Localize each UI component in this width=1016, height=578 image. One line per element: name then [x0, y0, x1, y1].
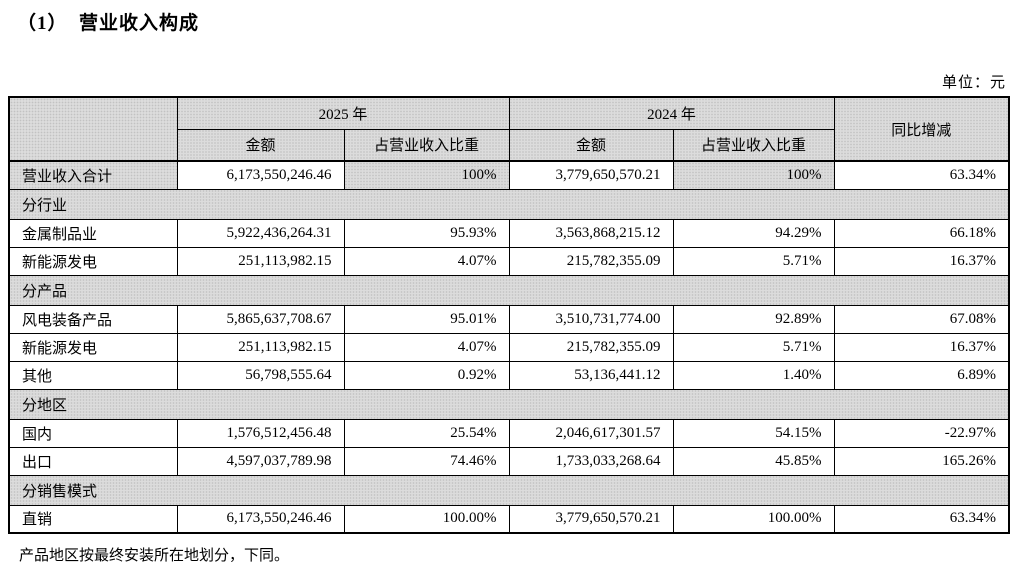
amount-2025: 56,798,555.64	[176, 360, 345, 390]
row-label: 出口	[8, 446, 178, 476]
yoy-header: 同比增减	[833, 96, 1010, 162]
yoy-change: 66.18%	[833, 218, 1010, 248]
ratio-2024: 5.71%	[672, 246, 835, 276]
yoy-change: 67.08%	[833, 304, 1010, 334]
amount-2024: 3,510,731,774.00	[508, 304, 674, 334]
ratio-2025: 95.93%	[343, 218, 510, 248]
table-row: 国内 1,576,512,456.48 25.54% 2,046,617,301.57…	[8, 418, 1010, 448]
section-label: 分产品	[8, 274, 1010, 306]
section-row: 分行业	[8, 188, 1010, 220]
row-label: 金属制品业	[8, 218, 178, 248]
row-label: 国内	[8, 418, 178, 448]
table-row: 出口 4,597,037,789.98 74.46% 1,733,033,268.64…	[8, 446, 1010, 476]
amount-2025: 251,113,982.15	[176, 332, 345, 362]
header-row-years: 2025 年 2024 年 同比增减	[8, 96, 1010, 162]
ratio-2024: 54.15%	[672, 418, 835, 448]
yoy-change: 165.26%	[833, 446, 1010, 476]
yoy-change: 63.34%	[833, 160, 1010, 190]
section-label: 分销售模式	[8, 474, 1010, 506]
amount-2025: 251,113,982.15	[176, 246, 345, 276]
ratio-2025-header: 占营业收入比重	[343, 128, 510, 162]
amount-2024: 3,779,650,570.21	[508, 504, 674, 534]
section-row: 分产品	[8, 274, 1010, 306]
ratio-2025: 25.54%	[343, 418, 510, 448]
section-label: 分行业	[8, 188, 1010, 220]
ratio-2024: 5.71%	[672, 332, 835, 362]
section-label: 分地区	[8, 388, 1010, 420]
amount-2025: 5,922,436,264.31	[176, 218, 345, 248]
amount-2024: 53,136,441.12	[508, 360, 674, 390]
amount-2025: 5,865,637,708.67	[176, 304, 345, 334]
amount-2025: 1,576,512,456.48	[176, 418, 345, 448]
corner-empty-cell	[8, 96, 178, 162]
ratio-2025: 100%	[343, 160, 510, 190]
amount-2024: 215,782,355.09	[508, 332, 674, 362]
table-row: 金属制品业 5,922,436,264.31 95.93% 3,563,868,215…	[8, 218, 1010, 248]
table-row: 新能源发电 251,113,982.15 4.07% 215,782,355.09 5.…	[8, 332, 1010, 362]
yoy-change: -22.97%	[833, 418, 1010, 448]
row-label: 新能源发电	[8, 246, 178, 276]
ratio-2024: 100%	[672, 160, 835, 190]
amount-2024-header: 金额	[508, 128, 674, 162]
ratio-2024: 100.00%	[672, 504, 835, 534]
amount-2025: 6,173,550,246.46	[176, 504, 345, 534]
ratio-2025: 0.92%	[343, 360, 510, 390]
row-label: 新能源发电	[8, 332, 178, 362]
table-row: 风电装备产品 5,865,637,708.67 95.01% 3,510,731,77…	[8, 304, 1010, 334]
footnote: 产品地区按最终安装所在地划分，下同。	[19, 548, 290, 564]
ratio-2024: 92.89%	[672, 304, 835, 334]
ratio-2025: 95.01%	[343, 304, 510, 334]
amount-2025: 4,597,037,789.98	[176, 446, 345, 476]
yoy-change: 63.34%	[833, 504, 1010, 534]
amount-2024: 3,563,868,215.12	[508, 218, 674, 248]
yoy-change: 6.89%	[833, 360, 1010, 390]
page-title: （1） 营业收入构成	[17, 13, 200, 34]
amount-2024: 215,782,355.09	[508, 246, 674, 276]
ratio-2024: 45.85%	[672, 446, 835, 476]
ratio-2025: 100.00%	[343, 504, 510, 534]
section-row: 分地区	[8, 388, 1010, 420]
ratio-2025: 4.07%	[343, 246, 510, 276]
row-label: 直销	[8, 504, 178, 534]
amount-2025: 6,173,550,246.46	[176, 160, 345, 190]
table-row: 新能源发电 251,113,982.15 4.07% 215,782,355.09 5.…	[8, 246, 1010, 276]
table-body: 营业收入合计 6,173,550,246.46 100% 3,779,650,570.…	[8, 160, 1010, 534]
table-header: 2025 年 2024 年 同比增减 金额 占营业收入比重 金额 占营业收入比重	[8, 96, 1010, 162]
amount-2024: 1,733,033,268.64	[508, 446, 674, 476]
unit-label: 单位：元	[941, 75, 1006, 91]
table-row: 其他 56,798,555.64 0.92% 53,136,441.12 1.40% 6.…	[8, 360, 1010, 390]
ratio-2025: 74.46%	[343, 446, 510, 476]
amount-2024: 2,046,617,301.57	[508, 418, 674, 448]
ratio-2024: 1.40%	[672, 360, 835, 390]
amount-2025-header: 金额	[176, 128, 345, 162]
header-row-metrics: 金额 占营业收入比重 金额 占营业收入比重	[9, 128, 1009, 162]
section-row: 分销售模式	[8, 474, 1010, 506]
yoy-change: 16.37%	[833, 332, 1010, 362]
ratio-2024-header: 占营业收入比重	[672, 128, 835, 162]
amount-2024: 3,779,650,570.21	[508, 160, 674, 190]
row-label: 营业收入合计	[8, 160, 178, 190]
year-2024-header: 2024 年	[508, 96, 835, 130]
revenue-composition-table: 2025 年 2024 年 同比增减 金额 占营业收入比重 金额 占营业收入比重…	[8, 96, 1011, 534]
yoy-change: 16.37%	[833, 246, 1010, 276]
ratio-2024: 94.29%	[672, 218, 835, 248]
table-row: 营业收入合计 6,173,550,246.46 100% 3,779,650,570.…	[8, 160, 1010, 190]
row-label: 其他	[8, 360, 178, 390]
row-label: 风电装备产品	[8, 304, 178, 334]
table-row: 直销 6,173,550,246.46 100.00% 3,779,650,570.2…	[8, 504, 1010, 534]
year-2025-header: 2025 年	[176, 96, 510, 130]
ratio-2025: 4.07%	[343, 332, 510, 362]
